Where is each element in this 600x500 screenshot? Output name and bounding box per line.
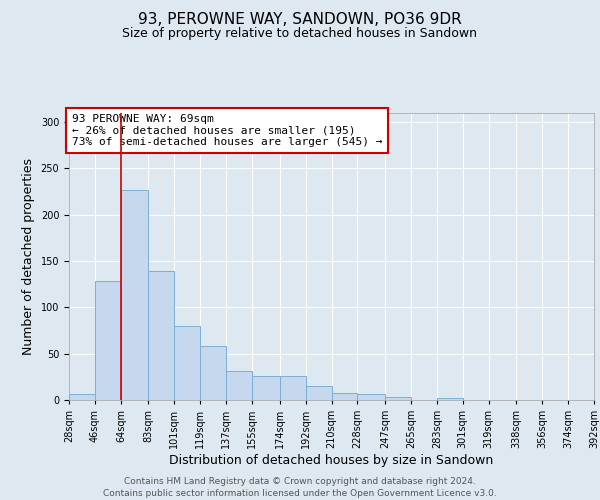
Bar <box>305 386 331 400</box>
Bar <box>174 326 200 400</box>
Bar <box>437 398 463 400</box>
Text: 93, PEROWNE WAY, SANDOWN, PO36 9DR: 93, PEROWNE WAY, SANDOWN, PO36 9DR <box>138 12 462 28</box>
Text: Contains public sector information licensed under the Open Government Licence v3: Contains public sector information licen… <box>103 489 497 498</box>
Bar <box>280 376 305 400</box>
Bar <box>69 394 95 400</box>
Bar <box>331 392 358 400</box>
Bar <box>252 376 280 400</box>
Bar <box>226 371 252 400</box>
Bar <box>148 271 174 400</box>
Y-axis label: Number of detached properties: Number of detached properties <box>22 158 35 355</box>
Bar <box>200 346 226 400</box>
X-axis label: Distribution of detached houses by size in Sandown: Distribution of detached houses by size … <box>169 454 494 467</box>
Text: 93 PEROWNE WAY: 69sqm
← 26% of detached houses are smaller (195)
73% of semi-det: 93 PEROWNE WAY: 69sqm ← 26% of detached … <box>71 114 382 147</box>
Text: Contains HM Land Registry data © Crown copyright and database right 2024.: Contains HM Land Registry data © Crown c… <box>124 478 476 486</box>
Bar <box>385 397 411 400</box>
Bar <box>121 190 148 400</box>
Text: Size of property relative to detached houses in Sandown: Size of property relative to detached ho… <box>122 28 478 40</box>
Bar <box>95 282 121 400</box>
Bar <box>358 394 385 400</box>
